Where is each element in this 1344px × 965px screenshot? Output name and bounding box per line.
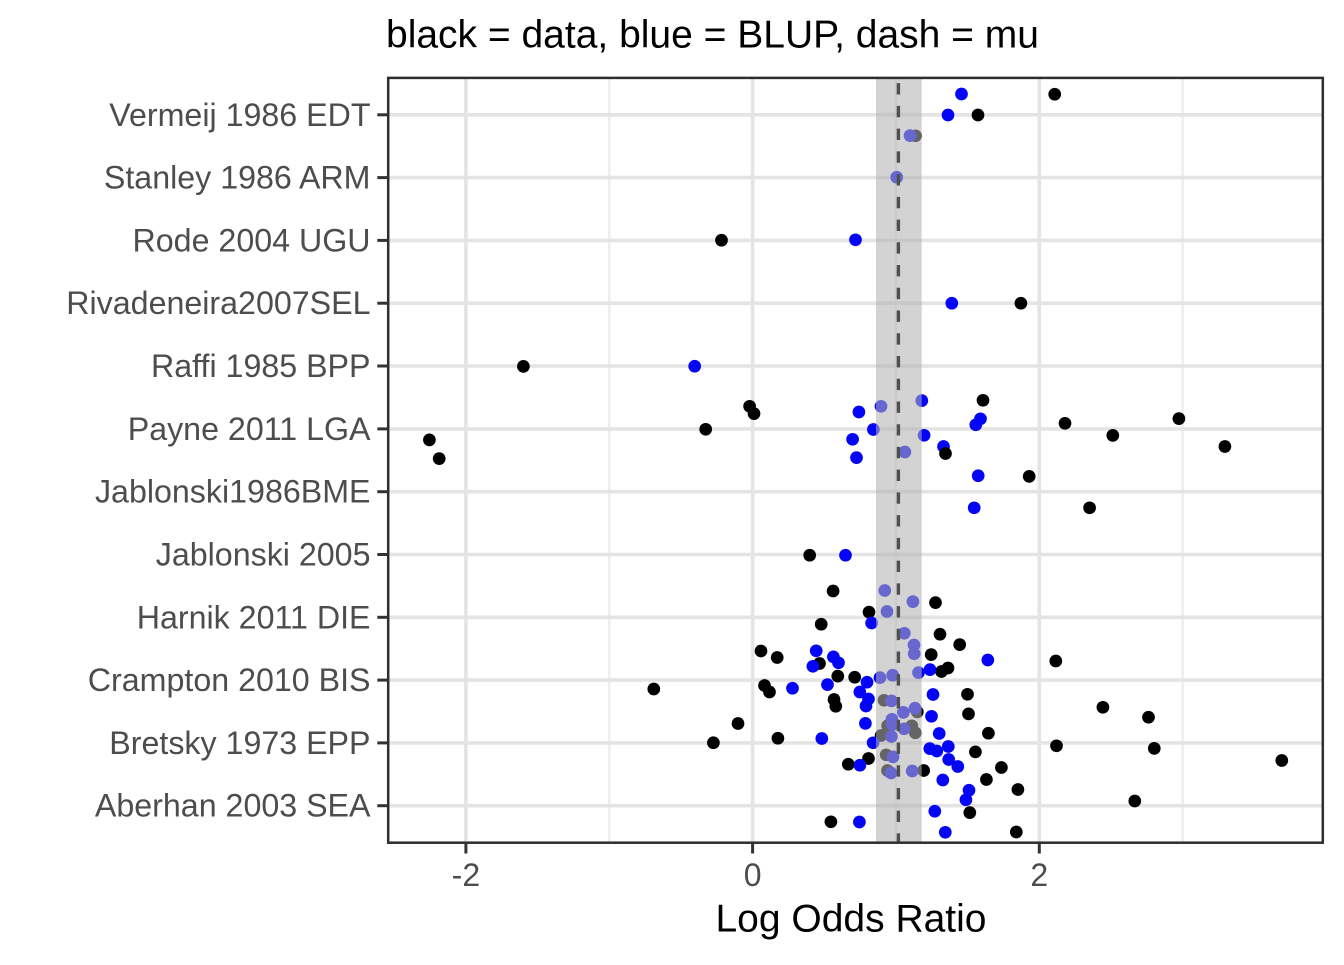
svg-text:Log Odds Ratio: Log Odds Ratio bbox=[715, 897, 986, 940]
svg-text:Jablonski1986BME: Jablonski1986BME bbox=[95, 474, 371, 510]
svg-text:Crampton 2010 BIS: Crampton 2010 BIS bbox=[88, 662, 371, 698]
svg-text:Stanley 1986 ARM: Stanley 1986 ARM bbox=[104, 160, 371, 196]
svg-text:Jablonski 2005: Jablonski 2005 bbox=[156, 537, 371, 573]
svg-text:Aberhan 2003 SEA: Aberhan 2003 SEA bbox=[95, 788, 371, 824]
svg-text:Rode 2004 UGU: Rode 2004 UGU bbox=[133, 222, 371, 258]
svg-text:Vermeij 1986 EDT: Vermeij 1986 EDT bbox=[109, 97, 370, 133]
svg-text:Raffi 1985 BPP: Raffi 1985 BPP bbox=[151, 348, 371, 384]
svg-text:-2: -2 bbox=[452, 857, 480, 893]
svg-text:Payne 2011 LGA: Payne 2011 LGA bbox=[128, 411, 371, 447]
svg-text:Rivadeneira2007SEL: Rivadeneira2007SEL bbox=[66, 285, 370, 321]
svg-text:Harnik 2011 DIE: Harnik 2011 DIE bbox=[137, 599, 371, 635]
svg-text:0: 0 bbox=[744, 857, 762, 893]
svg-text:Bretsky 1973 EPP: Bretsky 1973 EPP bbox=[109, 725, 370, 761]
svg-text:black = data, blue = BLUP, das: black = data, blue = BLUP, dash = mu bbox=[386, 14, 1039, 57]
svg-text:2: 2 bbox=[1030, 857, 1048, 893]
